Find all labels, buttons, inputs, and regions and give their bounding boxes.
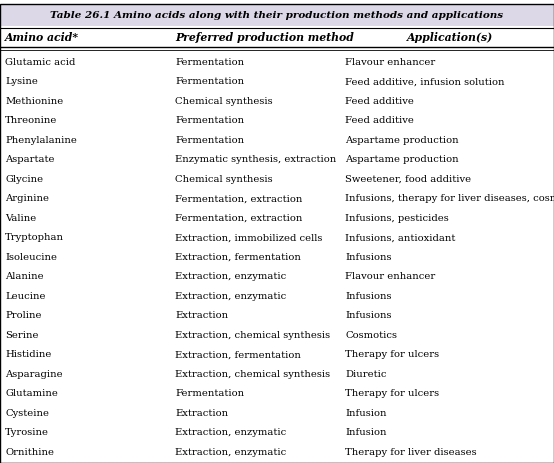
Text: Fermentation: Fermentation	[175, 136, 244, 145]
Text: Fermentation: Fermentation	[175, 389, 244, 398]
Text: Fermentation: Fermentation	[175, 58, 244, 67]
Text: Enzymatic synthesis, extraction: Enzymatic synthesis, extraction	[175, 155, 336, 164]
Text: Infusions: Infusions	[345, 292, 392, 301]
Text: Glutamic acid: Glutamic acid	[5, 58, 75, 67]
Text: Glycine: Glycine	[5, 175, 43, 184]
Text: Proline: Proline	[5, 311, 42, 320]
Text: Flavour enhancer: Flavour enhancer	[345, 58, 435, 67]
Text: Infusions, antioxidant: Infusions, antioxidant	[345, 233, 455, 242]
Text: Arginine: Arginine	[5, 194, 49, 203]
Text: Feed additive, infusion solution: Feed additive, infusion solution	[345, 77, 505, 86]
Text: Therapy for liver diseases: Therapy for liver diseases	[345, 448, 476, 457]
Text: Phenylalanine: Phenylalanine	[5, 136, 77, 145]
Text: Extraction, immobilized cells: Extraction, immobilized cells	[175, 233, 322, 242]
Text: Sweetener, food additive: Sweetener, food additive	[345, 175, 471, 184]
Text: Infusions: Infusions	[345, 253, 392, 262]
Text: Fermentation, extraction: Fermentation, extraction	[175, 194, 302, 203]
Text: Lysine: Lysine	[5, 77, 38, 86]
Text: Extraction, fermentation: Extraction, fermentation	[175, 253, 301, 262]
Text: Preferred production method: Preferred production method	[175, 32, 354, 44]
Text: Diuretic: Diuretic	[345, 370, 387, 379]
Text: Isoleucine: Isoleucine	[5, 253, 57, 262]
Text: Methionine: Methionine	[5, 97, 63, 106]
Text: Therapy for ulcers: Therapy for ulcers	[345, 350, 439, 359]
Text: Extraction, enzymatic: Extraction, enzymatic	[175, 428, 286, 437]
Text: Infusions, therapy for liver diseases, cosmotics: Infusions, therapy for liver diseases, c…	[345, 194, 554, 203]
Text: Serine: Serine	[5, 331, 38, 340]
Text: Aspartame production: Aspartame production	[345, 155, 459, 164]
Text: Tryptophan: Tryptophan	[5, 233, 64, 242]
Text: Infusion: Infusion	[345, 409, 387, 418]
Text: Cosmotics: Cosmotics	[345, 331, 397, 340]
Text: Extraction: Extraction	[175, 311, 228, 320]
Text: Aspartame production: Aspartame production	[345, 136, 459, 145]
Text: Amino acid*: Amino acid*	[5, 32, 79, 44]
Text: Infusions, pesticides: Infusions, pesticides	[345, 214, 449, 223]
Text: Chemical synthesis: Chemical synthesis	[175, 97, 273, 106]
Text: Extraction, chemical synthesis: Extraction, chemical synthesis	[175, 331, 330, 340]
Text: Ornithine: Ornithine	[5, 448, 54, 457]
Text: Alanine: Alanine	[5, 272, 44, 281]
Text: Application(s): Application(s)	[407, 32, 493, 44]
Text: Extraction, enzymatic: Extraction, enzymatic	[175, 292, 286, 301]
Text: Fermentation: Fermentation	[175, 77, 244, 86]
FancyBboxPatch shape	[0, 4, 554, 26]
Text: Extraction, fermentation: Extraction, fermentation	[175, 350, 301, 359]
Text: Chemical synthesis: Chemical synthesis	[175, 175, 273, 184]
Text: Extraction: Extraction	[175, 409, 228, 418]
Text: Infusions: Infusions	[345, 311, 392, 320]
Text: Flavour enhancer: Flavour enhancer	[345, 272, 435, 281]
Text: Feed additive: Feed additive	[345, 97, 414, 106]
Text: Threonine: Threonine	[5, 116, 58, 125]
Text: Tyrosine: Tyrosine	[5, 428, 49, 437]
Text: Feed additive: Feed additive	[345, 116, 414, 125]
Text: Extraction, enzymatic: Extraction, enzymatic	[175, 448, 286, 457]
Text: Extraction, enzymatic: Extraction, enzymatic	[175, 272, 286, 281]
Text: Fermentation: Fermentation	[175, 116, 244, 125]
Text: Table 26.1 Amino acids along with their production methods and applications: Table 26.1 Amino acids along with their …	[50, 11, 504, 19]
Text: Aspartate: Aspartate	[5, 155, 54, 164]
Text: Glutamine: Glutamine	[5, 389, 58, 398]
Text: Fermentation, extraction: Fermentation, extraction	[175, 214, 302, 223]
Text: Valine: Valine	[5, 214, 36, 223]
Text: Histidine: Histidine	[5, 350, 52, 359]
Text: Leucine: Leucine	[5, 292, 45, 301]
Text: Infusion: Infusion	[345, 428, 387, 437]
Text: Therapy for ulcers: Therapy for ulcers	[345, 389, 439, 398]
Text: Asparagine: Asparagine	[5, 370, 63, 379]
Text: Cysteine: Cysteine	[5, 409, 49, 418]
Text: Extraction, chemical synthesis: Extraction, chemical synthesis	[175, 370, 330, 379]
